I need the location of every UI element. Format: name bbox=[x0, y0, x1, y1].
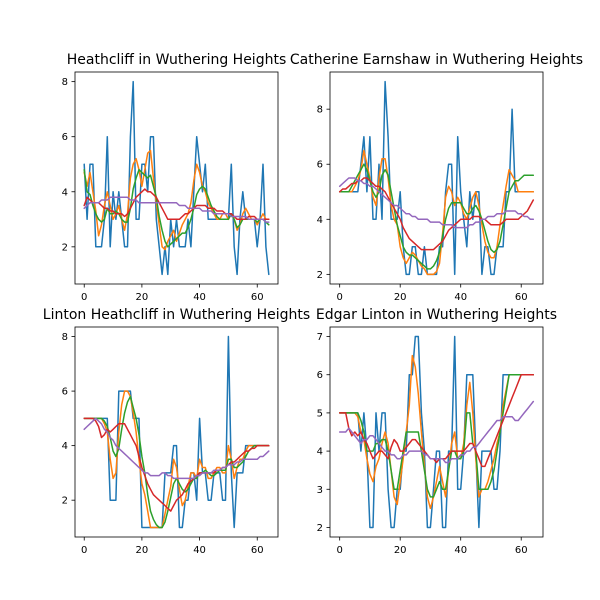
y-tick-label: 6 bbox=[62, 132, 68, 143]
x-tick-label: 60 bbox=[251, 292, 264, 303]
axes-frame bbox=[74, 326, 279, 538]
x-tick-label: 0 bbox=[336, 292, 342, 303]
y-tick-label: 2 bbox=[317, 270, 323, 281]
chart-title: Heathcliff in Wuthering Heights bbox=[67, 52, 287, 68]
subplot-1: 0 20 40 60 2 4 6 8 Heathcliff in Wuthering Heigh… bbox=[62, 52, 287, 303]
x-tick-label: 60 bbox=[515, 545, 528, 556]
y-tick-label: 3 bbox=[317, 485, 323, 496]
subplot-4: 0 20 40 60 2 3 4 5 6 7 Edgar Linton in Wuthering H… bbox=[316, 307, 557, 556]
axes-frame bbox=[329, 326, 544, 538]
series-line-4 bbox=[338, 373, 535, 468]
series-line-5 bbox=[338, 400, 535, 464]
y-tick-label: 5 bbox=[317, 408, 323, 419]
series-line-4 bbox=[83, 417, 270, 512]
y-tick-label: 2 bbox=[317, 523, 323, 534]
x-tick-label: 40 bbox=[454, 292, 467, 303]
x-tick-label: 60 bbox=[515, 292, 528, 303]
y-tick-label: 8 bbox=[317, 105, 323, 116]
x-tick-label: 40 bbox=[193, 545, 206, 556]
x-tick-label: 0 bbox=[81, 545, 87, 556]
subplot-2: 0 20 40 60 2 4 6 8 Catherine Earnshaw in Wutheri… bbox=[290, 52, 583, 303]
y-tick-label: 8 bbox=[62, 77, 68, 88]
y-tick-label: 6 bbox=[317, 370, 323, 381]
y-tick-label: 6 bbox=[317, 160, 323, 171]
series-line-1 bbox=[83, 80, 270, 276]
series-line-3 bbox=[338, 163, 535, 270]
x-tick-label: 40 bbox=[454, 545, 467, 556]
x-tick-label: 0 bbox=[336, 545, 342, 556]
x-tick-label: 20 bbox=[136, 292, 149, 303]
axes-frame bbox=[74, 71, 279, 285]
series-line-1 bbox=[338, 335, 535, 529]
x-tick-label: 20 bbox=[136, 545, 149, 556]
x-tick-label: 0 bbox=[81, 292, 87, 303]
chart-title: Catherine Earnshaw in Wuthering Heights bbox=[290, 52, 583, 68]
y-tick-label: 4 bbox=[317, 215, 323, 226]
series-line-5 bbox=[83, 196, 270, 223]
x-tick-label: 60 bbox=[251, 545, 264, 556]
chart-title: Linton Heathcliff in Wuthering Heights bbox=[43, 307, 310, 323]
y-tick-label: 8 bbox=[62, 332, 68, 343]
series-line-4 bbox=[338, 177, 535, 251]
x-tick-label: 20 bbox=[394, 292, 407, 303]
x-tick-label: 20 bbox=[394, 545, 407, 556]
x-tick-label: 40 bbox=[193, 292, 206, 303]
series-line-2 bbox=[83, 149, 270, 251]
series-line-5 bbox=[83, 417, 270, 480]
subplot-3: 0 20 40 60 2 4 6 8 Linton Heathcliff in Wutherin… bbox=[43, 307, 310, 556]
series-line-5 bbox=[338, 177, 535, 229]
series-line-2 bbox=[83, 390, 270, 529]
chart-title: Edgar Linton in Wuthering Heights bbox=[316, 307, 557, 323]
y-tick-label: 6 bbox=[62, 387, 68, 398]
y-tick-label: 2 bbox=[62, 242, 68, 253]
series-line-1 bbox=[83, 335, 270, 529]
y-tick-label: 4 bbox=[317, 447, 323, 458]
y-tick-label: 7 bbox=[317, 332, 323, 343]
y-tick-label: 4 bbox=[62, 187, 68, 198]
axes-frame bbox=[329, 71, 544, 285]
y-tick-label: 2 bbox=[62, 496, 68, 507]
series-line-4 bbox=[83, 188, 270, 221]
y-tick-label: 4 bbox=[62, 441, 68, 452]
